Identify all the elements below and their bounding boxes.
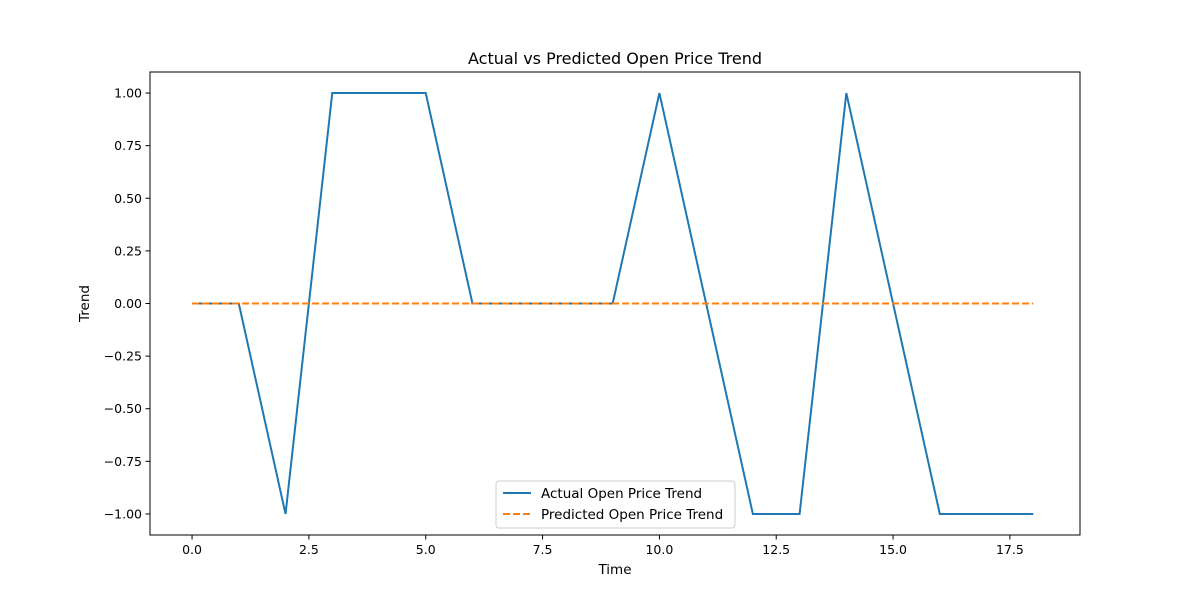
y-tick-label: −1.00 [104, 506, 142, 521]
series-layer [192, 92, 1034, 515]
x-tick-label: 15.0 [879, 542, 907, 557]
y-tick-label: −0.50 [104, 401, 142, 416]
y-tick-label: 0.50 [114, 191, 142, 206]
y-tick-label: 1.00 [114, 86, 142, 101]
legend-label-actual: Actual Open Price Trend [541, 486, 702, 502]
y-axis-label: Trend [77, 285, 93, 323]
x-tick-label: 12.5 [762, 542, 790, 557]
y-tick-label: −0.75 [104, 454, 142, 469]
chart-title: Actual vs Predicted Open Price Trend [468, 49, 762, 68]
y-tick-label: −0.25 [104, 349, 142, 364]
y-tick-label: 0.75 [114, 138, 142, 153]
x-tick-label: 0.0 [182, 542, 202, 557]
legend-box [495, 480, 736, 529]
plot-frame [149, 71, 1081, 536]
x-tick-label: 17.5 [996, 542, 1024, 557]
x-tick-label: 7.5 [533, 542, 553, 557]
x-axis: 0.0 2.5 5.0 7.5 10.0 12.5 15.0 17.5 [182, 535, 1024, 557]
legend: Actual Open Price Trend Predicted Open P… [495, 480, 736, 529]
x-tick-label: 5.0 [416, 542, 436, 557]
legend-label-predicted: Predicted Open Price Trend [541, 507, 723, 523]
x-tick-label: 2.5 [299, 542, 319, 557]
y-tick-label: 0.25 [114, 243, 142, 258]
y-axis: 1.00 0.75 0.50 0.25 0.00 −0.25 −0.50 −0.75 −1.00 [104, 86, 150, 521]
y-tick-label: 0.00 [114, 296, 142, 311]
x-tick-label: 10.0 [645, 542, 673, 557]
x-axis-label: Time [597, 562, 631, 578]
